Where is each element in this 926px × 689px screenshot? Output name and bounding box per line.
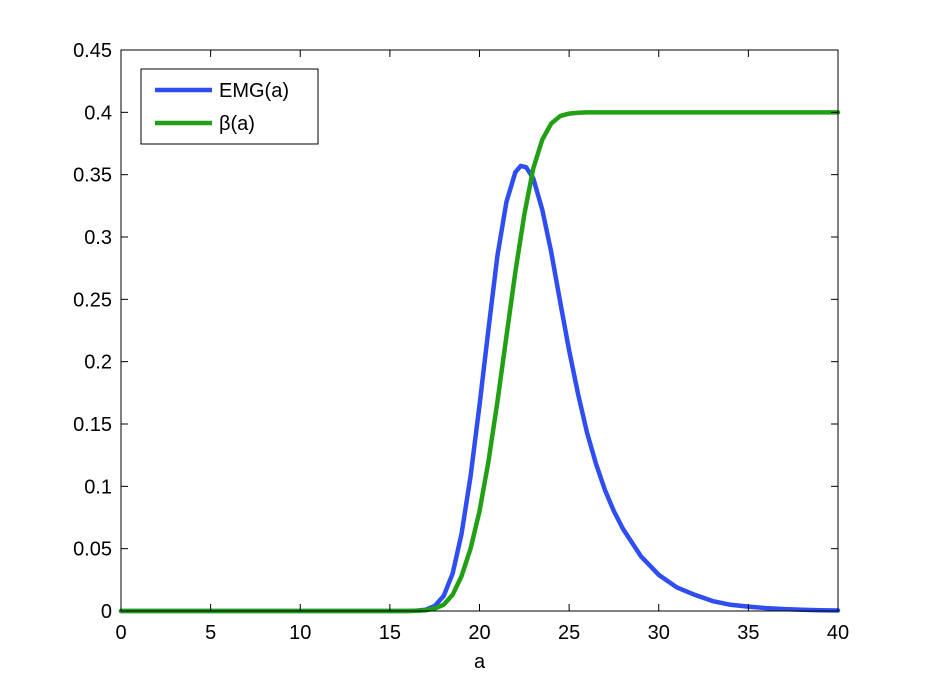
x-tick-label: 40 xyxy=(827,622,849,644)
legend-box xyxy=(140,68,319,145)
x-tick-label: 35 xyxy=(737,622,759,644)
x-tick-label: 25 xyxy=(558,622,580,644)
y-tick-label: 0.05 xyxy=(73,539,112,561)
x-tick-label: 0 xyxy=(115,622,126,644)
y-tick-label: 0.35 xyxy=(73,165,112,187)
legend: EMG(a) β(a) xyxy=(140,68,319,145)
x-axis-label: a xyxy=(474,651,486,673)
x-tick-label: 20 xyxy=(468,622,490,644)
y-tick-label: 0.1 xyxy=(84,476,112,498)
ticks-layer: 0 5 10 15 20 25 30 35 40 0 0.05 0.1 0.15 0.2 0.25 0.3 0.… xyxy=(73,40,849,644)
y-tick-label: 0.2 xyxy=(84,352,112,374)
y-tick-label: 0 xyxy=(101,601,112,623)
x-tick-label: 15 xyxy=(379,622,401,644)
x-tick-label: 10 xyxy=(289,622,311,644)
y-tick-label: 0.25 xyxy=(73,289,112,311)
y-tick-label: 0.45 xyxy=(73,40,112,62)
y-tick-label: 0.4 xyxy=(84,102,112,124)
legend-label-2: β(a) xyxy=(219,113,255,135)
y-tick-label: 0.15 xyxy=(73,414,112,436)
legend-label-1: EMG(a) xyxy=(219,80,289,102)
x-tick-label: 5 xyxy=(205,622,216,644)
x-tick-label: 30 xyxy=(648,622,670,644)
y-tick-label: 0.3 xyxy=(84,227,112,249)
